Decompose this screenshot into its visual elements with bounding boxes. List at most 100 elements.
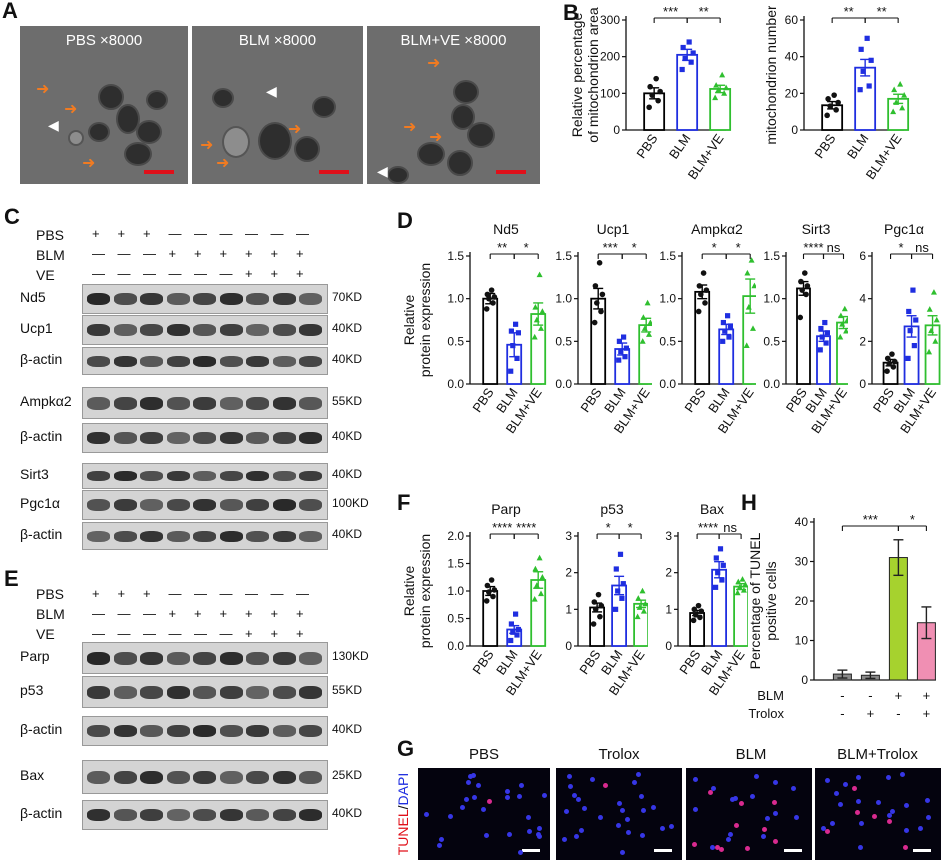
triangle-marker-icon: ◀ xyxy=(48,117,59,133)
data-point xyxy=(695,602,702,609)
data-point xyxy=(623,345,629,351)
y-axis-label: mitochondrion number xyxy=(763,6,779,145)
y-tick-label: 1.0 xyxy=(659,292,676,306)
blot-band xyxy=(219,432,243,445)
y-tick-label: 2 xyxy=(859,334,866,348)
data-point xyxy=(736,584,743,590)
cell-nucleus xyxy=(659,825,665,831)
row-label-blm: BLM xyxy=(36,606,65,622)
blot-band xyxy=(246,770,269,785)
cell-nucleus xyxy=(573,834,579,840)
chart-title: Bax xyxy=(700,501,724,517)
y-tick-label: 0.0 xyxy=(447,639,464,653)
data-point xyxy=(646,104,652,111)
blot-band xyxy=(272,686,296,699)
panel-letter-e: E xyxy=(4,566,19,591)
blot-band xyxy=(87,809,110,822)
data-point xyxy=(644,299,651,306)
blot-band xyxy=(219,530,243,542)
panel-letter-a: A xyxy=(2,0,18,23)
data-point xyxy=(514,632,520,638)
blot-band xyxy=(166,770,190,785)
cell-nucleus xyxy=(517,849,523,855)
lane-sign: — xyxy=(168,586,182,601)
y-tick-label: 0.5 xyxy=(447,334,464,348)
arrow-icon: ➜ xyxy=(36,81,50,98)
data-point xyxy=(682,55,688,62)
data-point xyxy=(833,107,839,113)
cell-nucleus xyxy=(718,847,724,853)
blot-band xyxy=(219,686,243,699)
data-point xyxy=(843,327,848,334)
cell-nucleus xyxy=(626,830,632,836)
data-point xyxy=(713,584,719,590)
cell-nucleus xyxy=(773,811,779,817)
arrow-icon: ➜ xyxy=(427,55,441,72)
data-point xyxy=(619,595,625,601)
blot-band xyxy=(193,809,216,822)
data-point xyxy=(647,83,653,90)
data-point xyxy=(751,282,756,289)
kd-marker: 100KD xyxy=(332,496,369,510)
cell-nucleus xyxy=(887,819,893,825)
blot-strip xyxy=(82,490,328,520)
blot-band xyxy=(87,499,110,512)
blot-label: p53 xyxy=(20,682,44,698)
blot-band xyxy=(87,725,110,738)
data-point xyxy=(926,348,933,355)
blot-label: β-actin xyxy=(20,805,63,821)
panel-letter-g: G xyxy=(397,736,415,761)
kd-marker: 55KD xyxy=(332,683,363,697)
lane-sign: + xyxy=(270,246,279,261)
cell-nucleus xyxy=(764,816,770,822)
y-axis-label: protein expression xyxy=(417,263,433,377)
data-point xyxy=(616,338,622,344)
cell-nucleus xyxy=(424,812,430,818)
cell-nucleus xyxy=(710,785,716,791)
blot-band xyxy=(299,293,322,306)
x-row-label-trolox: Trolox xyxy=(748,706,784,721)
y-tick-label: 1.5 xyxy=(447,249,464,263)
blot-label: β-actin xyxy=(20,351,63,367)
data-point xyxy=(533,316,540,323)
data-point xyxy=(615,588,621,594)
lane-sign: + xyxy=(270,606,279,621)
data-point xyxy=(911,343,917,349)
blot-band xyxy=(193,397,216,410)
kd-marker: 70KD xyxy=(332,290,363,304)
lane-sign: + xyxy=(117,586,126,601)
data-point xyxy=(899,104,906,111)
cell-nucleus xyxy=(567,774,573,780)
arrow-icon: ➜ xyxy=(64,101,78,118)
panel-letter-f: F xyxy=(397,490,411,515)
data-point xyxy=(886,360,892,367)
data-point xyxy=(720,562,726,568)
sig-label: ** xyxy=(844,6,854,19)
cell-nucleus xyxy=(651,805,657,811)
arrow-icon: ➜ xyxy=(288,121,302,138)
lane-sign: + xyxy=(270,266,279,281)
sig-label: * xyxy=(899,240,904,255)
cell-nucleus xyxy=(517,793,523,799)
cell-nucleus xyxy=(639,793,645,799)
y-axis-label: protein expression xyxy=(417,534,433,648)
sig-label: *** xyxy=(663,6,678,19)
chart-h-tunel: 0 10 20 30 40 Percentage of TUNEL positive cel… xyxy=(747,512,936,721)
cell-nucleus xyxy=(562,837,568,842)
cell-nucleus xyxy=(855,798,861,804)
data-point xyxy=(599,291,606,298)
data-point xyxy=(532,304,539,310)
y-tick-label: 0.5 xyxy=(763,334,780,348)
cell-nucleus xyxy=(729,796,735,802)
sig-label: * xyxy=(736,240,741,255)
cell-nucleus xyxy=(693,777,699,783)
data-point xyxy=(646,331,652,337)
lane-sign: — xyxy=(168,626,182,641)
cell-nucleus xyxy=(506,832,512,838)
y-tick-label: 0.5 xyxy=(659,334,676,348)
data-point xyxy=(655,97,661,104)
blot-band xyxy=(140,432,163,445)
data-point xyxy=(536,554,543,561)
x-tick-label: BLM xyxy=(666,131,694,162)
x-sign: - xyxy=(840,706,844,721)
